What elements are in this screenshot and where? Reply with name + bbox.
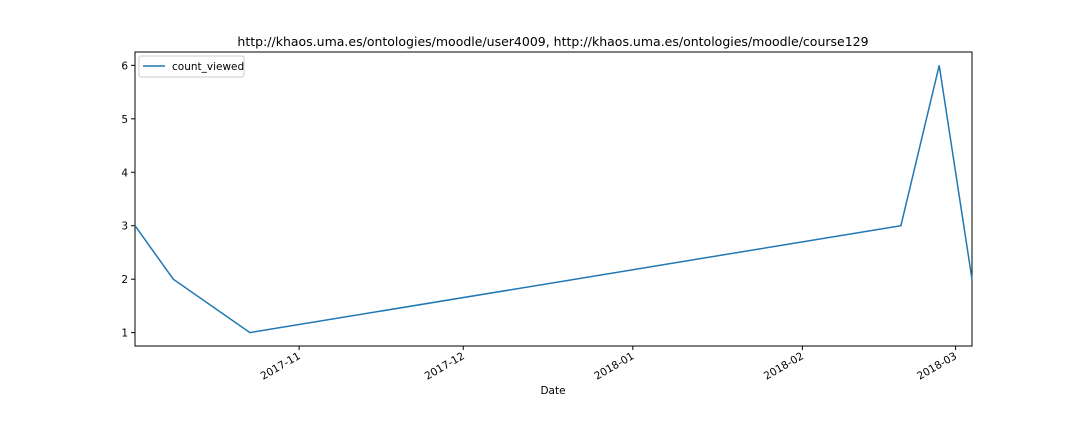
- y-tick-label: 3: [121, 221, 128, 233]
- y-tick-label: 5: [121, 114, 128, 126]
- y-axis: 1 2 3 4 5 6: [121, 60, 135, 340]
- x-tick-label: 2018-02: [762, 350, 806, 382]
- x-tick-label: 2017-11: [259, 350, 303, 382]
- legend: count_viewed: [138, 55, 245, 78]
- series-layer: [134, 65, 973, 334]
- x-axis-label: Date: [540, 385, 565, 397]
- legend-box: [138, 55, 245, 78]
- y-tick-label: 4: [121, 167, 128, 179]
- legend-label-count-viewed: count_viewed: [172, 61, 244, 73]
- chart-title: http://khaos.uma.es/ontologies/moodle/us…: [237, 34, 868, 49]
- y-tick-label: 2: [121, 274, 128, 286]
- x-tick-label: 2017-12: [423, 350, 467, 382]
- series-line-count-viewed: [134, 65, 973, 334]
- x-tick-label: 2018-03: [915, 350, 959, 382]
- plot-area: [134, 51, 973, 347]
- x-tick-label: 2018-01: [592, 350, 636, 382]
- x-axis: 2017-11 2017-12 2018-01 2018-02 2018-03: [259, 346, 959, 383]
- y-tick-label: 6: [121, 60, 128, 72]
- y-tick-label: 1: [121, 328, 128, 340]
